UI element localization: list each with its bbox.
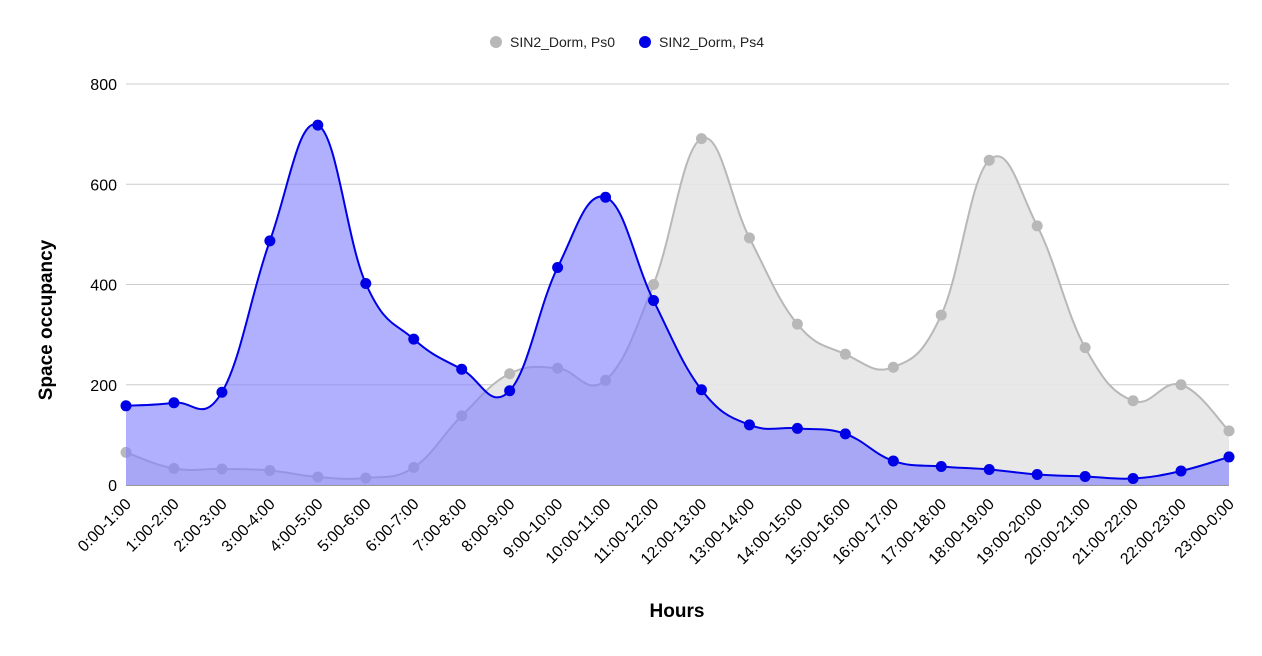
data-point bbox=[408, 333, 420, 345]
data-point bbox=[456, 363, 468, 375]
data-point bbox=[1031, 220, 1043, 232]
y-tick-label: 800 bbox=[90, 77, 117, 94]
data-point bbox=[935, 460, 947, 472]
data-point bbox=[264, 235, 276, 247]
data-point bbox=[648, 295, 660, 307]
data-point bbox=[983, 154, 995, 166]
x-axis-ticks: 0:00-1:001:00-2:002:00-3:003:00-4:004:00… bbox=[75, 496, 1238, 568]
legend-marker-ps4 bbox=[639, 36, 651, 48]
data-point bbox=[504, 368, 516, 380]
data-point bbox=[935, 309, 947, 321]
area-fill-sin2-dorm-ps4 bbox=[126, 124, 1229, 485]
legend-label-ps4: SIN2_Dorm, Ps4 bbox=[659, 34, 764, 50]
y-tick-label: 200 bbox=[90, 378, 117, 395]
legend-marker-ps0 bbox=[490, 36, 502, 48]
y-tick-label: 400 bbox=[90, 278, 117, 295]
data-point bbox=[791, 318, 803, 330]
y-axis-title: Space occupancy bbox=[36, 239, 57, 400]
line-sin2-dorm-ps4 bbox=[125, 123, 1230, 480]
area-fill-sin2-dorm-ps0 bbox=[126, 137, 1229, 485]
data-point bbox=[1175, 379, 1187, 391]
data-point bbox=[887, 361, 899, 373]
y-tick-label: 600 bbox=[90, 177, 117, 194]
data-point bbox=[312, 119, 324, 131]
y-tick-label: 0 bbox=[108, 478, 117, 495]
y-axis-ticks: 0 200 400 600 800 bbox=[90, 77, 117, 495]
series-areas bbox=[120, 119, 1235, 485]
data-point bbox=[648, 279, 660, 290]
data-point bbox=[1175, 465, 1187, 477]
data-point bbox=[1127, 472, 1139, 484]
data-point bbox=[1127, 395, 1139, 407]
data-point bbox=[552, 261, 564, 273]
data-point bbox=[360, 277, 372, 289]
data-point bbox=[983, 463, 995, 475]
data-point bbox=[504, 385, 516, 397]
data-point bbox=[695, 384, 707, 396]
data-point bbox=[743, 419, 755, 431]
data-point bbox=[168, 397, 180, 409]
legend: SIN2_Dorm, Ps0 SIN2_Dorm, Ps4 bbox=[490, 34, 764, 50]
data-point bbox=[1223, 451, 1235, 463]
data-point bbox=[839, 348, 851, 360]
data-point bbox=[887, 455, 899, 467]
data-point bbox=[216, 386, 228, 398]
data-point bbox=[695, 133, 707, 145]
data-point bbox=[1079, 470, 1091, 482]
data-point bbox=[1079, 342, 1091, 354]
data-point bbox=[743, 232, 755, 244]
data-point bbox=[839, 428, 851, 440]
x-axis-title: Hours bbox=[650, 601, 705, 622]
legend-label-ps0: SIN2_Dorm, Ps0 bbox=[510, 34, 615, 50]
series-sin2-dorm-ps4 bbox=[120, 119, 1235, 485]
data-point bbox=[1223, 425, 1235, 437]
data-point bbox=[1031, 468, 1043, 480]
data-point bbox=[120, 400, 132, 412]
data-point bbox=[600, 191, 612, 203]
data-point bbox=[791, 422, 803, 434]
